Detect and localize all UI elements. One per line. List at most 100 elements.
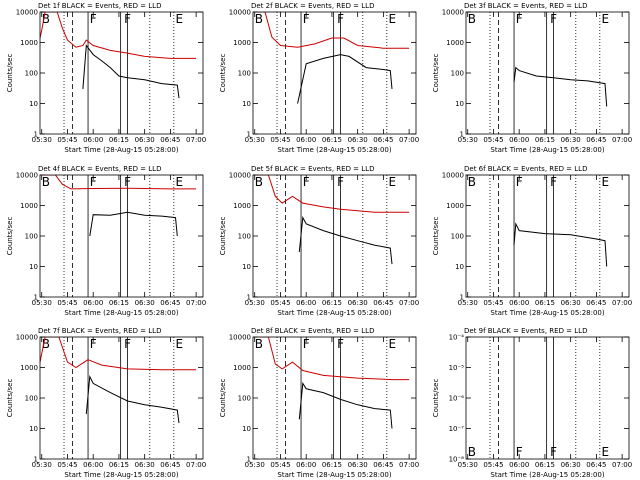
annotation: E (602, 175, 610, 189)
y-tick-label: 10⁻⁷ (449, 425, 465, 433)
x-tick-label: 06:00 (296, 461, 316, 469)
x-tick-label: 06:15 (322, 136, 342, 144)
y-tick-label: 1 (460, 294, 464, 302)
x-tick-label: 06:00 (509, 136, 529, 144)
y-tick-label: 1 (34, 294, 38, 302)
panel: Det 8f BLACK = Events, RED = LLD Counts/s… (219, 327, 419, 479)
x-axis-label: Start Time (28-Aug-15 05:28:00) (490, 309, 604, 317)
annotation: B (255, 175, 263, 189)
x-tick-label: 05:45 (270, 299, 290, 307)
plot-frame (252, 336, 417, 460)
x-tick-label: 06:15 (109, 299, 129, 307)
y-axis-label: Counts/sec (432, 54, 440, 93)
panel-title: Det 7f BLACK = Events, RED = LLD (38, 327, 161, 335)
panel: Det 4f BLACK = Events, RED = LLD Counts/s… (6, 165, 206, 317)
y-tick-label: 10 (455, 100, 464, 108)
y-tick-label: 10000 (16, 9, 38, 17)
y-tick-label: 1000 (20, 202, 38, 210)
x-tick-label: 07:00 (186, 299, 206, 307)
x-tick-label: 07:00 (186, 136, 206, 144)
panel-title: Det 4f BLACK = Events, RED = LLD (38, 165, 161, 173)
x-tick-label: 06:45 (586, 299, 606, 307)
annotation: F (337, 337, 344, 351)
y-tick-label: 100 (238, 70, 251, 78)
x-tick-label: 06:30 (135, 299, 155, 307)
x-tick-label: 05:30 (245, 299, 265, 307)
panel: Det 1f BLACK = Events, RED = LLD Counts/s… (6, 2, 206, 154)
annotation: E (389, 175, 397, 189)
y-tick-label: 10 (29, 263, 38, 271)
x-axis-label: Start Time (28-Aug-15 05:28:00) (277, 309, 391, 317)
x-tick-label: 05:45 (57, 299, 77, 307)
x-tick-label: 05:30 (458, 136, 478, 144)
series-line (89, 211, 178, 237)
series-line (513, 222, 608, 267)
plot-frame (39, 336, 204, 460)
x-tick-label: 05:45 (483, 461, 503, 469)
annotation: F (124, 175, 131, 189)
annotation: B (255, 12, 263, 26)
y-tick-label: 10 (242, 263, 251, 271)
panel: Det 9f BLACK = Events, RED = LLD Counts/s… (432, 327, 632, 479)
plot-frame (39, 11, 204, 135)
y-tick-label: 100 (25, 70, 38, 78)
series-line (297, 54, 393, 104)
annotation: E (602, 445, 610, 459)
x-tick-label: 05:30 (458, 299, 478, 307)
x-axis-label: Start Time (28-Aug-15 05:28:00) (64, 309, 178, 317)
annotation: F (90, 12, 97, 26)
x-tick-label: 06:30 (561, 299, 581, 307)
y-tick-label: 1000 (20, 364, 38, 372)
x-tick-label: 06:30 (348, 136, 368, 144)
annotation: B (468, 175, 476, 189)
x-tick-label: 06:15 (322, 461, 342, 469)
y-tick-label: 1000 (446, 202, 464, 210)
panel: Det 6f BLACK = Events, RED = LLD Counts/s… (432, 165, 632, 317)
x-tick-label: 06:30 (561, 461, 581, 469)
x-tick-label: 05:45 (57, 136, 77, 144)
plot-frame (252, 11, 417, 135)
x-tick-label: 06:45 (160, 136, 180, 144)
y-tick-label: 1 (247, 131, 251, 139)
y-tick-label: 1000 (20, 39, 38, 47)
plot-frame (252, 174, 417, 298)
x-tick-label: 07:00 (186, 461, 206, 469)
y-tick-label: 100 (238, 233, 251, 241)
y-axis-label: Counts/sec (6, 379, 14, 418)
series-line (298, 381, 393, 429)
y-tick-label: 100 (25, 395, 38, 403)
x-tick-label: 06:45 (160, 461, 180, 469)
annotation: F (337, 12, 344, 26)
y-tick-label: 1 (247, 456, 251, 464)
panel-title: Det 6f BLACK = Events, RED = LLD (464, 165, 587, 173)
x-tick-label: 06:00 (83, 461, 103, 469)
y-tick-label: 10000 (229, 334, 251, 342)
y-tick-label: 10⁻⁵ (449, 364, 465, 372)
y-axis-label: Counts/sec (219, 54, 227, 93)
x-tick-label: 06:00 (83, 299, 103, 307)
annotation: F (303, 12, 310, 26)
panel-title: Det 9f BLACK = Events, RED = LLD (464, 327, 587, 335)
annotation: B (468, 12, 476, 26)
series-line (298, 215, 393, 265)
y-tick-label: 10 (29, 100, 38, 108)
y-tick-label: 10000 (442, 9, 464, 17)
annotation: F (124, 337, 131, 351)
x-axis-label: Start Time (28-Aug-15 05:28:00) (64, 146, 178, 154)
y-tick-label: 10 (242, 100, 251, 108)
y-tick-label: 1000 (446, 39, 464, 47)
x-tick-label: 05:30 (245, 461, 265, 469)
y-tick-label: 10⁻⁴ (449, 334, 465, 342)
series-line (82, 44, 180, 99)
x-tick-label: 07:00 (399, 136, 419, 144)
annotation: E (176, 175, 184, 189)
y-tick-label: 1000 (233, 39, 251, 47)
y-tick-label: 1 (460, 131, 464, 139)
series-line (253, 175, 410, 213)
panel: Det 7f BLACK = Events, RED = LLD Counts/s… (6, 327, 206, 479)
